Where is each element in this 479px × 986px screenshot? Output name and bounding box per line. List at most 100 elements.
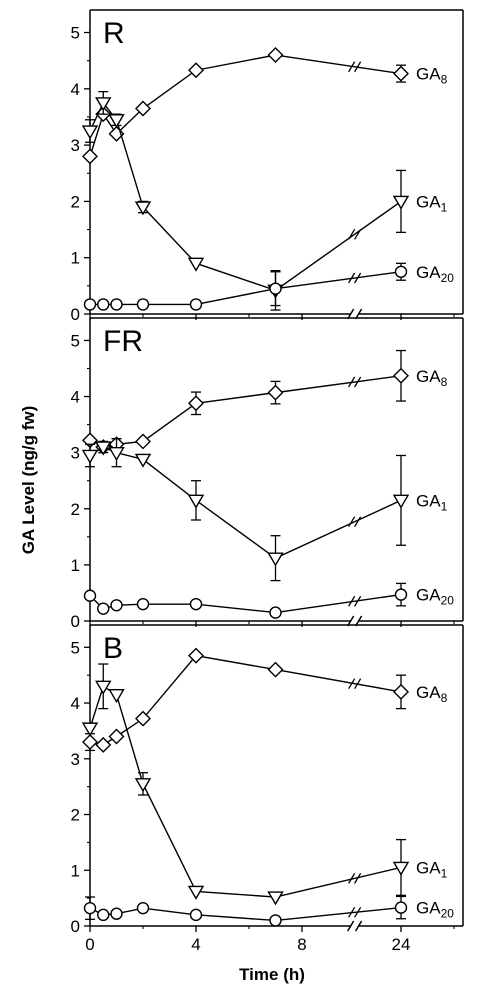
ga8-marker bbox=[188, 395, 204, 412]
series-ga20: GA20 bbox=[83, 582, 455, 619]
ga1-marker bbox=[81, 125, 99, 140]
y-axis-title: GA Level (ng/g fw) bbox=[19, 406, 38, 555]
series-label-subscript: 20 bbox=[441, 594, 455, 608]
ga1-marker bbox=[392, 861, 410, 876]
series-ga20: GA20 bbox=[83, 262, 454, 311]
ga20-marker bbox=[110, 298, 123, 311]
ga1-marker bbox=[95, 441, 112, 456]
line-break-mark bbox=[348, 61, 356, 73]
ga8-marker bbox=[135, 710, 151, 727]
line-break-mark bbox=[348, 595, 356, 607]
y-tick-label: 3 bbox=[71, 444, 80, 463]
ga20-marker bbox=[189, 298, 203, 311]
ga1-marker bbox=[108, 114, 125, 129]
series-label-subscript: 8 bbox=[441, 73, 448, 87]
series-ga1: GA1 bbox=[81, 663, 448, 906]
ga20-marker bbox=[83, 298, 97, 311]
ga8-marker bbox=[135, 433, 151, 450]
series-label-ga20: GA20 bbox=[416, 263, 454, 285]
ga20-marker bbox=[189, 908, 203, 922]
series-line bbox=[89, 446, 402, 559]
y-tick-label: 5 bbox=[71, 331, 80, 350]
ga8-marker bbox=[393, 65, 409, 82]
x-axis-break-mark bbox=[354, 920, 363, 932]
line-break-mark bbox=[348, 873, 356, 884]
panel-label: R bbox=[103, 17, 125, 50]
line-break-mark bbox=[348, 516, 356, 528]
panel-b: 0 1 2 3 4 5 0 4 8 24 B GA8 GA1 GA20 bbox=[71, 624, 464, 954]
ga8-marker bbox=[188, 62, 204, 79]
series-line bbox=[89, 54, 402, 157]
ga1-marker bbox=[81, 722, 99, 737]
series-label-subscript: 8 bbox=[441, 691, 448, 705]
ga20-marker bbox=[394, 588, 408, 601]
y-tick-label: 0 bbox=[71, 305, 80, 324]
y-tick-label: 3 bbox=[71, 750, 80, 769]
line-break-mark bbox=[354, 595, 362, 607]
y-tick-label: 2 bbox=[71, 806, 80, 825]
ga1-marker bbox=[392, 195, 410, 210]
y-tick-label: 1 bbox=[71, 861, 80, 880]
ga20-marker bbox=[394, 265, 408, 278]
x-tick-label: 0 bbox=[85, 935, 94, 954]
ga8-marker bbox=[393, 367, 409, 384]
ga20-marker bbox=[269, 914, 282, 927]
ga20-marker bbox=[269, 282, 282, 295]
ga8-marker bbox=[393, 683, 409, 700]
series-label-ga8: GA8 bbox=[416, 683, 448, 705]
ga20-marker bbox=[83, 589, 97, 602]
ga1-marker bbox=[134, 453, 152, 468]
ga1-marker bbox=[187, 494, 205, 509]
y-tick-label: 2 bbox=[71, 500, 80, 519]
ga8-marker bbox=[82, 734, 98, 751]
ga20-marker bbox=[189, 597, 203, 611]
y-tick-label: 2 bbox=[71, 192, 80, 211]
y-tick-label: 3 bbox=[71, 136, 80, 155]
y-tick-label: 0 bbox=[71, 612, 80, 631]
line-break-mark bbox=[348, 678, 356, 689]
ga1-marker bbox=[95, 680, 112, 695]
series-ga8: GA8 bbox=[82, 47, 448, 165]
series-label-subscript: 1 bbox=[441, 499, 448, 513]
series-line bbox=[89, 654, 402, 746]
ga1-marker bbox=[108, 688, 125, 704]
x-axis-break-mark bbox=[347, 920, 355, 932]
line-break-mark bbox=[348, 272, 356, 284]
y-tick-label: 5 bbox=[71, 638, 80, 657]
ga1-marker bbox=[134, 201, 152, 216]
x-axis-title: Time (h) bbox=[239, 965, 305, 984]
series-label-ga1: GA1 bbox=[416, 858, 448, 880]
panel-fr: 0 1 2 3 4 5 FR GA8 GA1 GA20 bbox=[71, 317, 464, 631]
ga1-marker bbox=[187, 885, 205, 900]
line-break-mark bbox=[354, 516, 362, 528]
y-tick-label: 0 bbox=[71, 917, 80, 936]
y-tick-label: 1 bbox=[71, 249, 80, 268]
series-label-ga1: GA1 bbox=[416, 192, 448, 214]
series-ga8: GA8 bbox=[82, 349, 448, 456]
ga20-marker bbox=[97, 298, 110, 311]
panel-r: 0 1 2 3 4 5 R GA8 GA1 GA20 bbox=[71, 9, 464, 324]
series-ga1: GA1 bbox=[81, 90, 448, 311]
ga20-marker bbox=[394, 901, 408, 914]
ga8-marker bbox=[108, 728, 125, 745]
series-label-ga8: GA8 bbox=[416, 367, 448, 389]
line-break-mark bbox=[348, 228, 356, 240]
y-tick-label: 5 bbox=[71, 24, 80, 43]
series-ga1: GA1 bbox=[81, 437, 448, 582]
ga8-marker bbox=[95, 736, 112, 753]
line-break-mark bbox=[354, 376, 362, 388]
ga20-marker bbox=[269, 606, 282, 619]
line-break-mark bbox=[354, 272, 362, 284]
ga1-marker bbox=[95, 97, 112, 112]
x-tick-label: 8 bbox=[297, 935, 306, 954]
series-label-ga8: GA8 bbox=[416, 65, 448, 87]
y-tick-label: 1 bbox=[71, 556, 80, 575]
ga20-marker bbox=[97, 908, 110, 922]
x-tick-label: 4 bbox=[191, 935, 200, 954]
line-break-mark bbox=[354, 907, 362, 918]
ga8-marker bbox=[188, 647, 204, 664]
series-label-subscript: 1 bbox=[441, 866, 448, 880]
series-ga20: GA20 bbox=[83, 895, 454, 927]
line-break-mark bbox=[354, 228, 362, 240]
